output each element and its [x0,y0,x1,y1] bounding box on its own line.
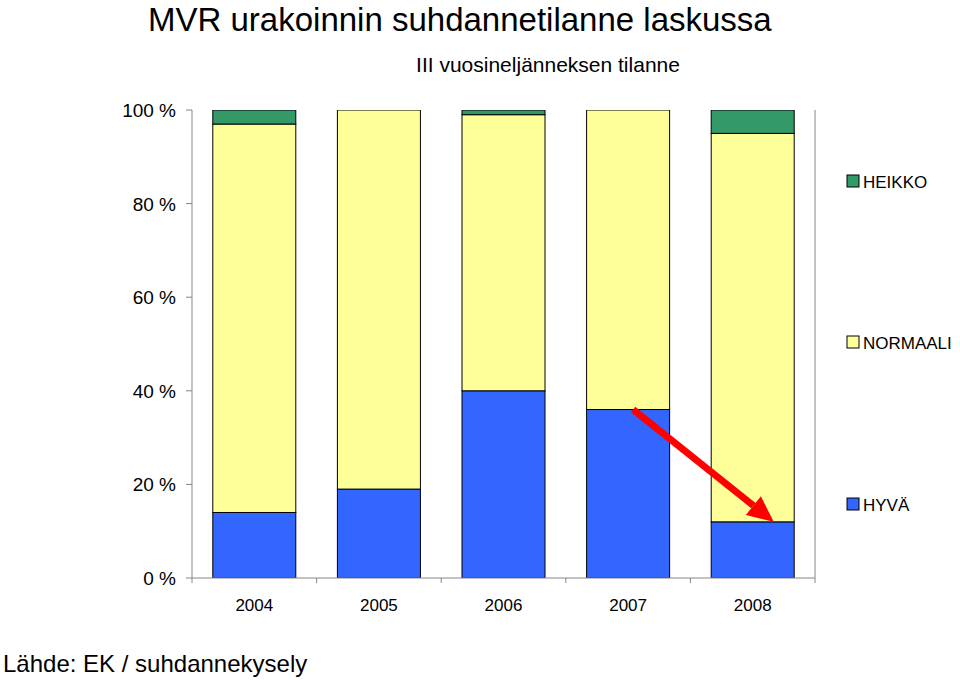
x-tick-label: 2008 [734,596,772,615]
x-tick-label: 2004 [235,596,273,615]
bar-segment [337,110,420,489]
y-tick-label: 20 % [133,474,176,495]
x-tick-label: 2007 [609,596,647,615]
arrow-shaft [633,410,753,506]
bar-segment [213,512,296,578]
y-tick [186,484,192,485]
y-tick-label: 80 % [133,194,176,215]
x-tick [441,578,442,583]
bar-segment [711,133,794,521]
bar-segment [711,522,794,578]
trend-arrow [633,410,774,522]
chart: MVR urakoinnin suhdannetilanne laskussa I… [0,0,960,680]
bar-segment [587,110,670,410]
bar-segment [337,110,420,111]
legend-label: NORMAALI [863,334,952,353]
legend-swatch [847,175,859,187]
x-tick-label: 2005 [360,596,398,615]
y-tick-label: 40 % [133,381,176,402]
y-tick-label: 60 % [133,287,176,308]
frame-right [815,110,816,578]
y-tick [186,110,192,111]
legend-label: HYVÄ [863,496,910,515]
bar-segment [587,110,670,111]
y-tick [186,203,192,204]
y-tick [186,297,192,298]
bar-segment [462,115,545,391]
x-tick [192,578,193,583]
bar-segment [587,410,670,578]
x-axis [192,578,815,579]
y-tick [186,390,192,391]
bar-segment [462,110,545,115]
subtitle: III vuosineljänneksen tilanne [416,53,680,76]
bars [213,110,794,578]
arrow-head [746,496,774,522]
y-tick-label: 0 % [143,568,176,589]
bar-segment [213,110,296,124]
bar-segment [337,489,420,578]
y-tick [186,578,192,579]
x-tick [565,578,566,583]
legend-swatch [847,498,859,510]
legend: HEIKKO NORMAALI HYVÄ [847,173,952,515]
bar-segment [711,110,794,133]
source: Lähde: EK / suhdannekysely [3,650,307,677]
x-tick [690,578,691,583]
bar-segment [462,391,545,578]
x-tick-label: 2006 [485,596,523,615]
legend-label: HEIKKO [863,173,927,192]
x-tick [815,578,816,583]
title: MVR urakoinnin suhdannetilanne laskussa [148,1,772,38]
bar-segment [213,124,296,512]
y-axis [192,110,193,578]
y-tick-label: 100 % [122,100,176,121]
legend-swatch [847,336,859,348]
x-tick [316,578,317,583]
